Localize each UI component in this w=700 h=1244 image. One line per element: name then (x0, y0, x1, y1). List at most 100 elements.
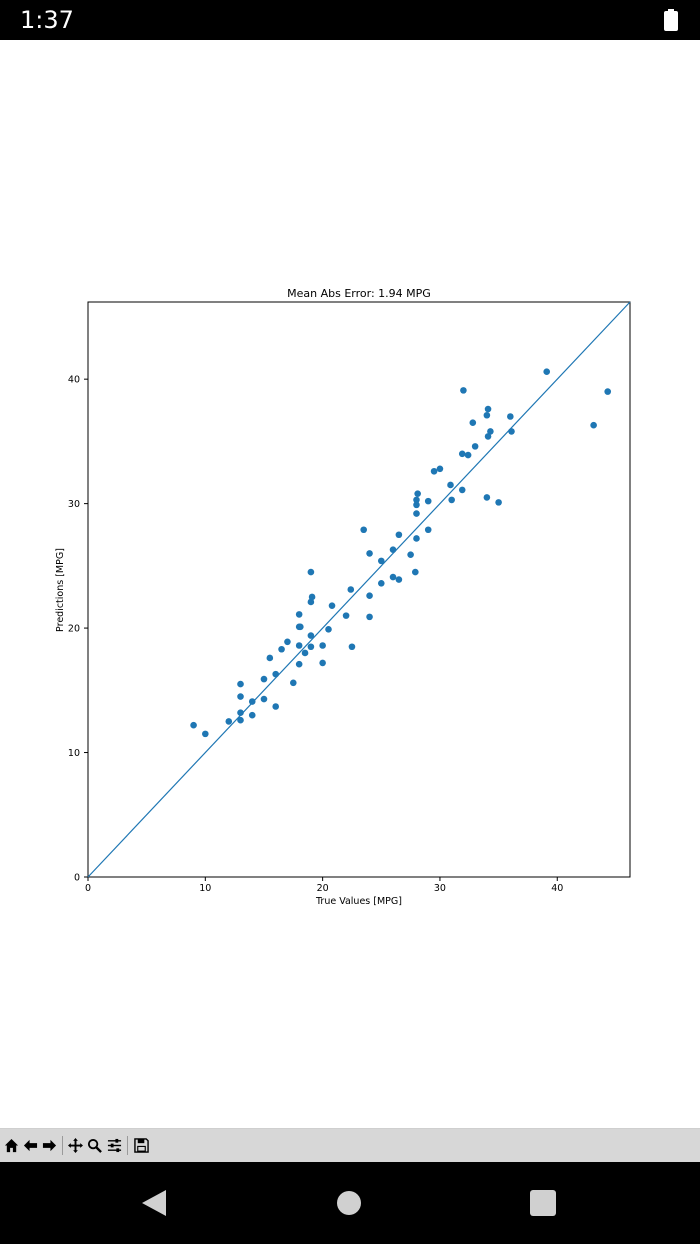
data-point (507, 413, 514, 420)
zoom-icon[interactable] (86, 1137, 103, 1154)
data-point (284, 638, 291, 646)
data-point (307, 632, 315, 639)
data-point (460, 387, 467, 394)
data-point (484, 433, 492, 440)
data-point (360, 526, 367, 534)
data-point (248, 711, 256, 719)
data-point (278, 645, 285, 653)
data-point (424, 526, 432, 534)
status-time: 1:37 (20, 6, 74, 34)
data-point (448, 496, 455, 504)
data-point (295, 660, 303, 668)
data-point (395, 531, 403, 539)
x-tick-label: 0 (85, 883, 91, 894)
data-point (260, 695, 268, 703)
data-point (458, 486, 466, 494)
data-point (413, 501, 420, 509)
data-point (389, 546, 397, 553)
configure-subplots-icon[interactable] (106, 1137, 123, 1154)
data-point (366, 592, 373, 600)
x-tick-label: 10 (199, 883, 211, 894)
data-point (328, 602, 336, 609)
data-point (307, 568, 315, 576)
data-point (260, 675, 268, 683)
data-point (366, 613, 373, 621)
data-point (272, 703, 280, 710)
data-point (377, 579, 385, 587)
data-point (413, 535, 420, 542)
x-axis-label: True Values [MPG] (315, 896, 402, 907)
data-point (412, 568, 419, 576)
status-bar: 1:37 (0, 0, 700, 40)
data-point (484, 405, 492, 413)
data-point (414, 490, 421, 497)
y-tick-label: 10 (68, 748, 80, 759)
reference-line (87, 301, 631, 878)
data-point (366, 550, 373, 557)
data-point (413, 510, 420, 517)
y-tick-label: 30 (68, 499, 80, 510)
save-icon[interactable] (133, 1137, 150, 1154)
data-point (430, 467, 438, 475)
y-axis-label: Predictions [MPG] (55, 548, 66, 632)
data-point (377, 557, 385, 565)
data-point (307, 643, 315, 651)
y-tick-label: 0 (74, 873, 80, 884)
recents-square-icon[interactable] (526, 1186, 560, 1220)
battery-icon (664, 9, 678, 31)
data-point (464, 451, 472, 459)
data-point (237, 693, 244, 700)
data-point (543, 368, 551, 375)
data-point (237, 716, 244, 724)
toolbar-separator (127, 1136, 128, 1155)
x-tick-label: 40 (551, 883, 563, 894)
data-point (237, 680, 244, 688)
data-point (307, 598, 315, 606)
data-point (301, 649, 309, 657)
data-point (290, 679, 297, 687)
data-point (325, 626, 332, 633)
scatter-chart: Mean Abs Error: 1.94 MPG True Values [MP… (55, 287, 631, 907)
data-point (407, 551, 414, 558)
data-point (487, 428, 494, 435)
data-point (508, 428, 515, 435)
data-point (266, 654, 274, 662)
data-point (469, 419, 477, 427)
navigation-bar (0, 1162, 700, 1244)
data-point (272, 670, 280, 678)
data-point (342, 612, 350, 619)
back-arrow-icon[interactable] (22, 1137, 39, 1154)
home-icon[interactable] (3, 1137, 20, 1154)
forward-arrow-icon[interactable] (41, 1137, 58, 1154)
data-point (395, 576, 403, 583)
data-point (389, 573, 397, 581)
home-circle-icon[interactable] (332, 1186, 366, 1220)
data-point (319, 642, 326, 649)
toolbar-separator (62, 1136, 63, 1155)
plot-canvas: Mean Abs Error: 1.94 MPG True Values [MP… (0, 40, 700, 1128)
data-point (295, 642, 303, 649)
data-point (447, 481, 454, 489)
data-point (295, 611, 303, 618)
data-point (297, 623, 304, 631)
data-point (202, 730, 209, 738)
data-point (424, 497, 432, 505)
data-point (483, 411, 491, 419)
matplotlib-toolbar (0, 1128, 700, 1163)
back-triangle-icon[interactable] (138, 1186, 172, 1220)
data-point (248, 698, 256, 705)
chart-title: Mean Abs Error: 1.94 MPG (287, 287, 431, 300)
data-point (495, 499, 502, 506)
data-point (348, 643, 356, 651)
data-point (458, 450, 466, 458)
data-point (413, 496, 420, 504)
data-point (237, 709, 244, 717)
pan-icon[interactable] (67, 1137, 84, 1154)
data-point (483, 494, 491, 501)
x-tick-label: 20 (317, 883, 329, 894)
data-point (347, 586, 355, 593)
data-point (308, 593, 316, 601)
data-point (590, 421, 597, 429)
data-point (604, 388, 612, 395)
data-point (471, 443, 479, 450)
